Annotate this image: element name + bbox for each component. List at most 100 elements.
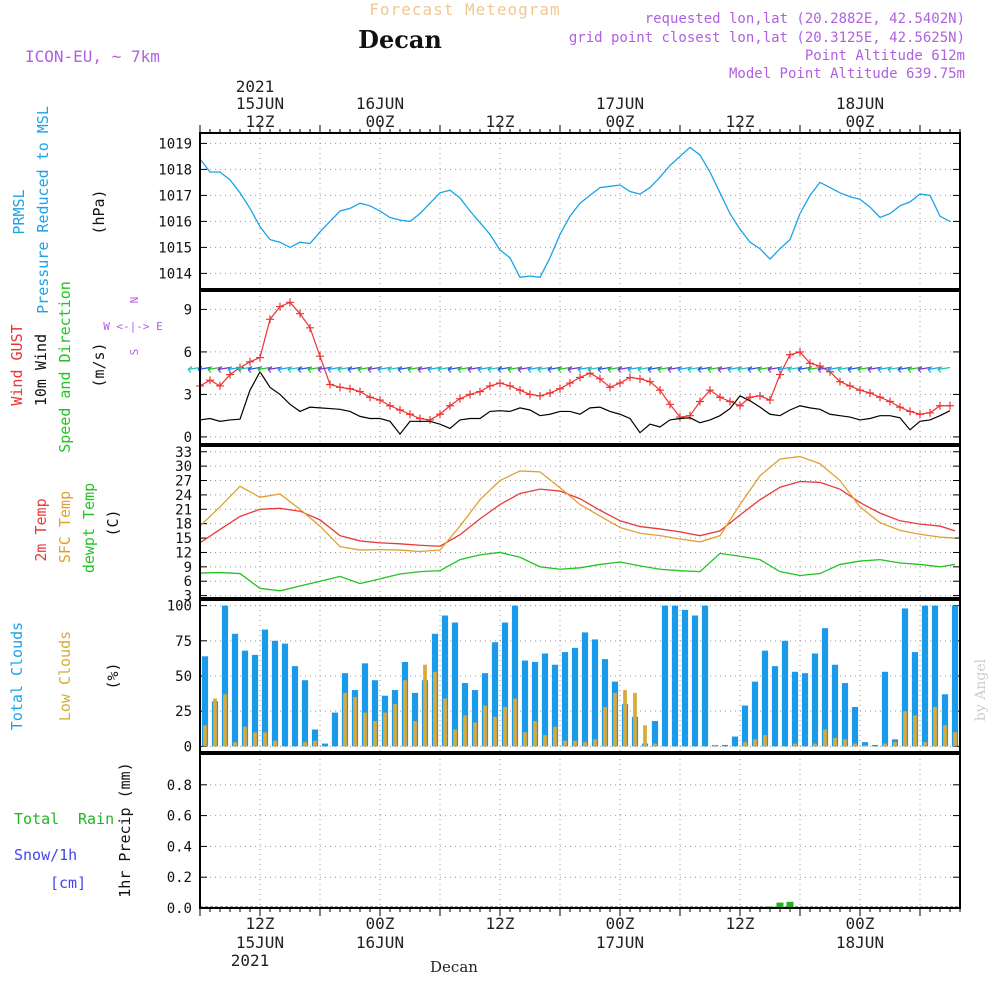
wind-direction-arrow bbox=[917, 366, 931, 373]
gust-marker bbox=[626, 373, 634, 382]
low-cloud-bar bbox=[913, 715, 917, 747]
wind-direction-arrow bbox=[627, 366, 641, 373]
gust-marker bbox=[896, 403, 904, 412]
total-cloud-bar bbox=[761, 650, 769, 747]
wind-direction-arrow bbox=[657, 366, 671, 373]
temperature-ytick-label: 12 bbox=[175, 545, 192, 561]
pressure-labels: PRMSL Pressure Reduced to MSL (hPa) bbox=[10, 106, 108, 314]
low-cloud-bar bbox=[813, 743, 817, 747]
wind-direction-arrow bbox=[537, 366, 551, 373]
gust-marker bbox=[916, 410, 924, 419]
top-time-label: 00Z bbox=[846, 112, 875, 131]
low-clouds-label: Low Clouds bbox=[56, 631, 74, 721]
gust-marker bbox=[546, 389, 554, 397]
total-cloud-bar bbox=[791, 671, 799, 747]
total-clouds-label: Total Clouds bbox=[8, 622, 26, 730]
total-cloud-bar bbox=[281, 643, 289, 747]
clouds-ytick-label: 100 bbox=[167, 599, 192, 615]
wind-direction-arrow bbox=[257, 366, 271, 373]
gust-marker bbox=[876, 393, 884, 402]
wind-direction-arrow bbox=[567, 366, 581, 373]
rain-label-a: Total bbox=[14, 810, 59, 828]
temp-labels: 2m Temp SFC Temp dewpt Temp (C) bbox=[32, 483, 122, 573]
snow-unit-label: [cm] bbox=[50, 874, 86, 892]
rain-bar bbox=[776, 902, 784, 908]
total-cloud-bar bbox=[491, 642, 499, 747]
wind-unit-label: (m/s) bbox=[90, 342, 108, 387]
wind-direction-arrow bbox=[237, 366, 251, 373]
bottom-time-label: 00Z bbox=[846, 914, 875, 933]
total-cloud-bar bbox=[831, 664, 839, 747]
total-cloud-bar bbox=[591, 639, 599, 747]
low-cloud-bar bbox=[243, 726, 247, 747]
clouds-unit-label: (%) bbox=[104, 662, 122, 689]
low-cloud-bar bbox=[833, 737, 837, 747]
wind-direction-arrow bbox=[287, 366, 301, 373]
total-cloud-bar bbox=[801, 673, 809, 747]
gust-marker bbox=[446, 401, 454, 410]
wind-direction-arrow bbox=[767, 366, 781, 373]
low-cloud-bar bbox=[563, 740, 567, 747]
wind-direction-arrow bbox=[727, 366, 741, 373]
low-cloud-bar bbox=[543, 735, 547, 747]
total-cloud-bar bbox=[321, 743, 329, 747]
gust-marker bbox=[716, 393, 724, 402]
bottom-location-label: Decan bbox=[430, 958, 478, 976]
total-cloud-bar bbox=[861, 742, 869, 747]
watermark: by Angel bbox=[973, 658, 989, 721]
low-cloud-bar bbox=[383, 712, 387, 747]
pressure-line bbox=[199, 146, 951, 279]
gust-marker bbox=[636, 374, 644, 383]
total-cloud-bar bbox=[581, 632, 589, 747]
gust-marker bbox=[946, 401, 954, 410]
total-cloud-bar bbox=[501, 622, 509, 747]
wind-direction-arrow bbox=[367, 366, 381, 373]
temperature-ytick-label: 18 bbox=[175, 517, 192, 533]
wind-direction-arrow bbox=[497, 366, 511, 373]
low-cloud-bar bbox=[443, 698, 447, 747]
gust-marker bbox=[366, 393, 374, 402]
gust-marker bbox=[756, 391, 764, 400]
low-cloud-bar bbox=[413, 721, 417, 747]
top-day-label: 17JUN bbox=[596, 94, 644, 113]
pressure-ytick-label: 1017 bbox=[158, 188, 192, 204]
gust-marker bbox=[596, 374, 604, 383]
gust-marker bbox=[866, 389, 874, 397]
low-cloud-bar bbox=[633, 692, 637, 747]
gust-marker bbox=[386, 401, 394, 410]
temperature-ytick-label: 6 bbox=[184, 574, 192, 590]
gust-marker bbox=[346, 384, 354, 393]
total-cloud-bar bbox=[471, 690, 479, 747]
bottom-time-label: 00Z bbox=[606, 914, 635, 933]
total-cloud-bar bbox=[751, 681, 759, 747]
low-cloud-bar bbox=[643, 725, 647, 747]
gust-marker bbox=[836, 377, 844, 386]
total-cloud-bar bbox=[201, 656, 209, 747]
precip-ytick-label: 0.6 bbox=[167, 809, 192, 825]
gust-marker bbox=[666, 400, 674, 409]
gust-marker bbox=[906, 407, 914, 416]
total-cloud-bar bbox=[511, 605, 519, 747]
wind-direction-arrow bbox=[277, 366, 291, 373]
precip-panel: 0.0 0.2 0.4 0.6 0.8 bbox=[167, 753, 961, 917]
low-cloud-bar bbox=[253, 732, 257, 747]
gust-label: Wind GUST bbox=[8, 324, 26, 405]
gust-marker bbox=[466, 390, 474, 399]
low-cloud-bar bbox=[613, 692, 617, 747]
temperature-ytick-label: 21 bbox=[175, 502, 192, 518]
wind10-label: 10m Wind bbox=[32, 334, 50, 406]
compass-s-label: S bbox=[128, 349, 141, 356]
low-cloud-bar bbox=[713, 744, 717, 747]
low-cloud-bar bbox=[533, 721, 537, 747]
total-cloud-bar bbox=[241, 650, 249, 747]
wind10-line bbox=[199, 370, 951, 436]
bottom-day-label: 17JUN bbox=[596, 933, 644, 952]
gust-marker bbox=[676, 413, 684, 422]
total-cloud-bar bbox=[921, 605, 929, 747]
compass-we-label: W <-|-> E bbox=[103, 320, 163, 333]
total-cloud-bar bbox=[721, 744, 729, 747]
gust-marker bbox=[536, 391, 544, 400]
gust-marker bbox=[256, 353, 264, 362]
temperature-ytick-label: 15 bbox=[175, 531, 192, 547]
wind-direction-arrow bbox=[187, 366, 201, 373]
